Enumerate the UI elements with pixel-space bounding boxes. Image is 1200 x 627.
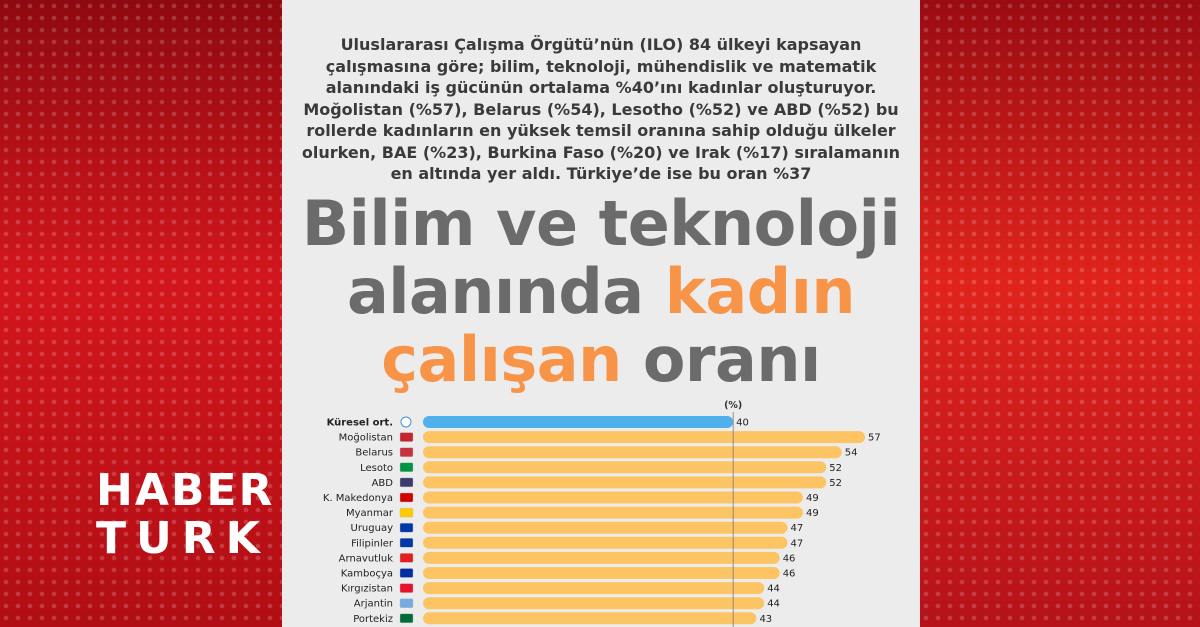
category-label: Portekiz [353,614,393,625]
headline: Bilim ve teknoloji alanında kadın çalışa… [282,190,920,394]
north-macedonia-flag-icon [399,492,414,503]
data-label: 40 [736,418,749,429]
data-label: 47 [790,523,803,534]
headline-line-3-plain: oranı [621,323,821,396]
category-label: Filipinler [351,538,394,549]
data-label: 47 [790,538,803,549]
bar [423,446,842,459]
bar-chart: (%) Küresel ort. 40 Moğolistan 57 Belarus 54 Le… [323,400,881,627]
data-label: 49 [806,508,819,519]
category-label: Lesoto [360,463,393,474]
bar [423,491,803,504]
data-label: 54 [845,448,858,459]
category-label: Kamboçya [341,569,393,580]
kyrgyzstan-flag-icon [399,583,414,593]
mongolia-flag-icon [399,432,414,442]
globe-icon [400,416,412,428]
right-background [920,0,1200,627]
data-label: 44 [767,599,780,610]
data-label: 43 [759,614,772,625]
bar [423,597,765,610]
unit-label: (%) [724,400,742,411]
dot-pattern [920,0,1200,627]
lesotho-flag-icon [399,462,414,473]
category-label: Kırgızistan [341,584,393,595]
usa-flag-icon [399,477,414,488]
headline-line-2-plain: alanında [346,255,665,328]
headline-line-1: Bilim ve teknoloji [301,187,901,260]
bar [423,461,827,474]
bar [423,506,803,519]
philippines-flag-icon [399,538,414,548]
haberturk-logo: HABER TURK [96,465,275,564]
left-background: HABER TURK [0,0,282,627]
category-label: Arjantin [354,599,393,610]
headline-line-2-highlight: kadın [664,255,856,328]
headline-line-3-highlight: çalışan [381,323,622,396]
bar [423,612,757,625]
category-label: Moğolistan [339,432,393,444]
data-label: 46 [783,553,796,564]
dot-pattern [0,0,282,627]
myanmar-flag-icon [399,507,414,518]
data-label: 46 [783,569,796,580]
bar [423,476,827,489]
argentina-flag-icon [399,598,414,608]
albania-flag-icon [399,553,414,563]
bar [423,521,788,534]
category-label: Belarus [355,448,393,459]
bar [423,536,788,549]
bar [423,551,780,564]
logo-line-1: HABER [96,465,275,516]
belarus-flag-icon [399,447,414,457]
data-label: 44 [767,584,780,595]
category-label: Myanmar [346,508,394,519]
infographic-panel: Uluslararası Çalışma Örgütü’nün (ILO) 84… [282,0,920,627]
data-label: 52 [829,463,842,474]
uruguay-flag-icon [399,522,414,533]
bar [423,582,765,595]
category-label: Küresel ort. [327,418,393,429]
category-label: ABD [372,478,394,489]
bar [423,567,780,579]
bar [423,431,865,444]
headline-line-3: çalışan oranı [282,326,920,394]
logo-line-2: TURK [96,513,270,564]
category-label: Arnavutluk [339,553,394,564]
intro-text: Uluslararası Çalışma Örgütü’nün (ILO) 84… [301,35,901,183]
cambodia-flag-icon [399,568,414,578]
category-label: Uruguay [351,523,394,534]
data-label: 52 [829,478,842,489]
portugal-flag-icon [399,613,414,624]
bar [423,416,734,428]
data-label: 49 [806,493,819,504]
headline-line-2: alanında kadın [282,258,920,326]
category-label: K. Makedonya [323,493,393,504]
data-label: 57 [868,433,881,444]
